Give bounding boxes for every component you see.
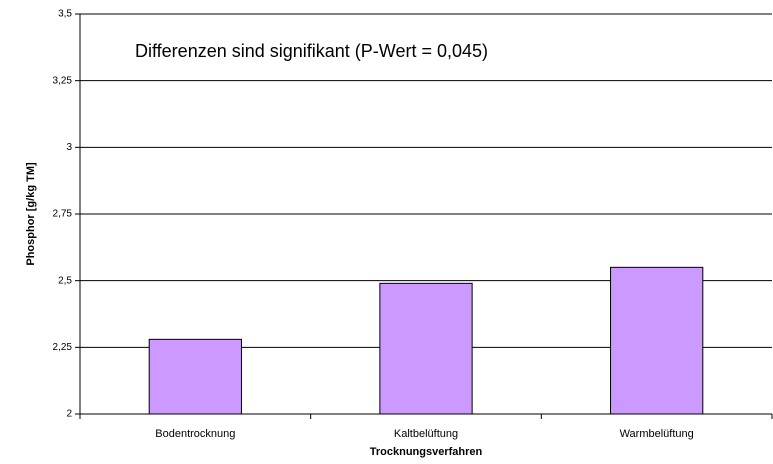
y-tick-label: 2,25 xyxy=(53,342,73,353)
y-tick-label: 2,5 xyxy=(58,275,72,286)
y-tick-label: 3 xyxy=(66,142,72,153)
x-axis-label: Trocknungsverfahren xyxy=(370,446,483,458)
y-tick-label: 3,5 xyxy=(58,9,72,20)
bar xyxy=(610,266,704,415)
x-tick-label: Kaltbelüftung xyxy=(394,428,458,440)
x-tick-label: Warmbelüftung xyxy=(620,428,694,440)
annotation: Differenzen sind signifikant (P-Wert = 0… xyxy=(135,41,488,61)
y-tick-label: 3,25 xyxy=(53,75,73,86)
bar xyxy=(379,282,473,415)
y-tick-label: 2,75 xyxy=(53,209,73,220)
y-axis-label: Phosphor [g/kg TM] xyxy=(25,162,37,266)
y-tick-label: 2 xyxy=(66,409,72,420)
x-tick-label: Bodentrocknung xyxy=(155,428,235,440)
bar xyxy=(148,338,242,415)
